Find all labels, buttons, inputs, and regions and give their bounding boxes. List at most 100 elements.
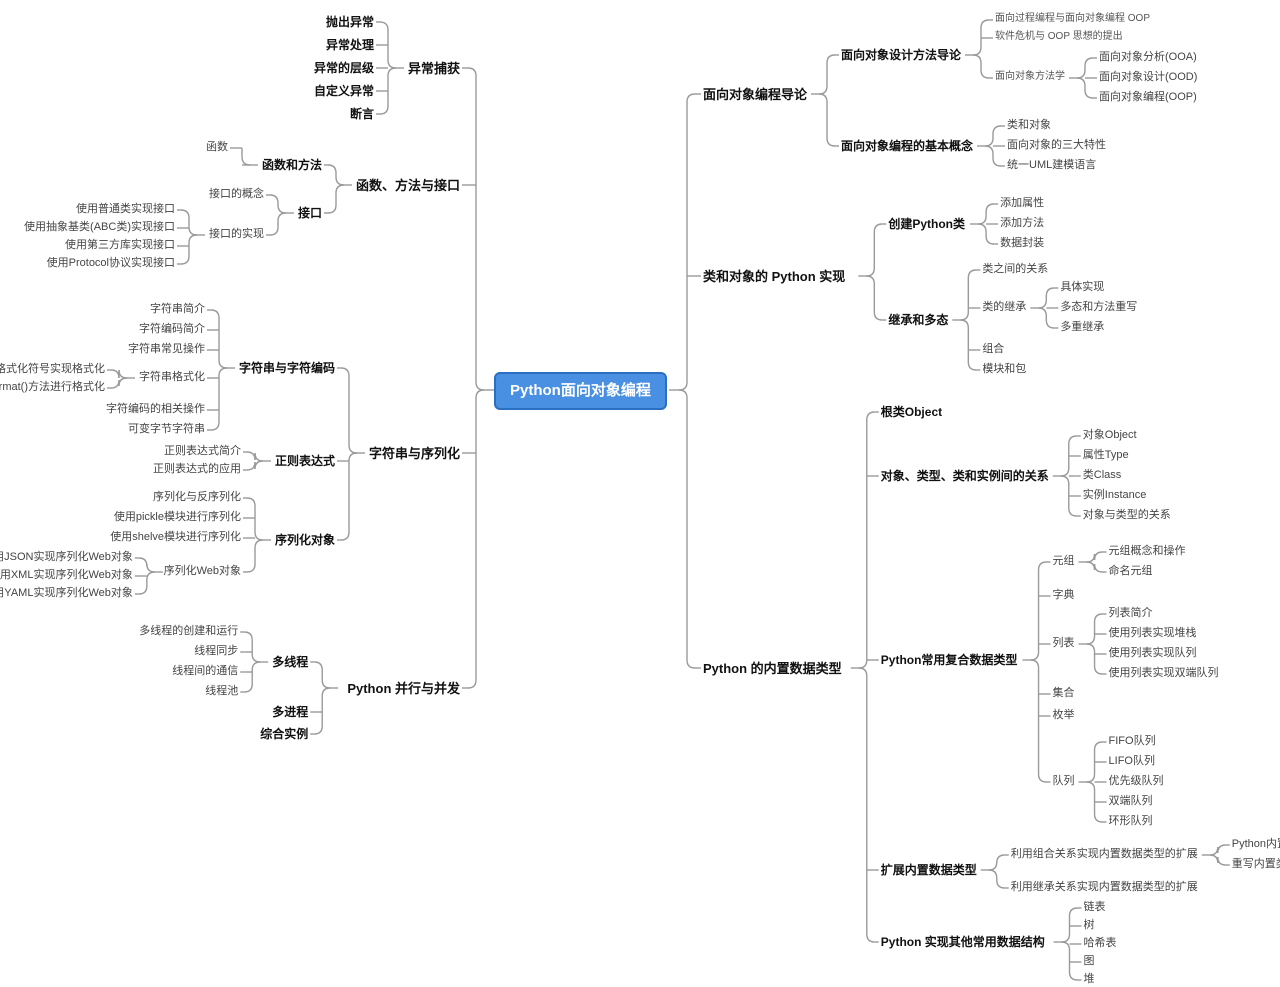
mind-node: 序列化Web对象 <box>164 565 241 578</box>
mind-node: 使用YAML实现序列化Web对象 <box>0 587 133 600</box>
mind-node: 面向对象的三大特性 <box>1007 139 1106 152</box>
mind-node: 函数 <box>206 141 228 154</box>
mind-node: 利用继承关系实现内置数据类型的扩展 <box>1011 881 1198 894</box>
mind-node: 异常处理 <box>326 38 374 52</box>
mind-node: 列表简介 <box>1109 607 1153 620</box>
mind-node: 队列 <box>1053 775 1075 788</box>
mind-node: 接口的概念 <box>209 188 264 201</box>
mind-node: 使用format()方法进行格式化 <box>0 381 105 394</box>
mind-node: 双端队列 <box>1109 795 1153 808</box>
mind-node: 使用抽象基类(ABC类)实现接口 <box>24 221 175 234</box>
mind-node: 类Class <box>1083 469 1122 482</box>
mind-node: 环形队列 <box>1109 815 1153 828</box>
mind-node: 使用列表实现堆栈 <box>1109 627 1197 640</box>
mind-node: 使用pickle模块进行序列化 <box>114 511 241 524</box>
mind-node: Python 并行与并发 <box>347 681 460 697</box>
mind-node: 对象、类型、类和实例间的关系 <box>881 469 1049 483</box>
mind-node: 使用列表实现队列 <box>1109 647 1197 660</box>
mind-node: 字符串简介 <box>150 303 205 316</box>
mind-node: Python 的内置数据类型 <box>703 661 842 677</box>
mind-node: LIFO队列 <box>1109 755 1155 768</box>
mind-node: 元组概念和操作 <box>1109 545 1186 558</box>
mind-node: 面向对象编程导论 <box>703 87 807 103</box>
mind-node: 多态和方法重写 <box>1060 301 1137 314</box>
mind-node: 继承和多态 <box>888 313 948 327</box>
mind-node: 哈希表 <box>1084 937 1117 950</box>
mind-node: 使用Print函数格式化符号实现格式化 <box>0 363 105 376</box>
root-node: Python面向对象编程 <box>494 372 667 410</box>
mind-node: 序列化与反序列化 <box>153 491 241 504</box>
mind-node: 线程间的通信 <box>172 665 238 678</box>
mind-node: 字符串格式化 <box>139 371 205 384</box>
mind-node: 多线程的创建和运行 <box>139 625 238 638</box>
mind-node: 枚举 <box>1053 709 1075 722</box>
mind-node: FIFO队列 <box>1109 735 1156 748</box>
mind-node: 使用shelve模块进行序列化 <box>110 531 241 544</box>
mind-node: 可变字节字符串 <box>128 423 205 436</box>
mind-node: 使用第三方库实现接口 <box>65 239 175 252</box>
mind-node: 线程同步 <box>194 645 238 658</box>
mind-node: 重写内置类型的魔法方法 <box>1232 858 1280 871</box>
mind-node: 链表 <box>1084 901 1106 914</box>
mind-node: 类的继承 <box>982 301 1026 314</box>
mind-node: 集合 <box>1053 687 1075 700</box>
mind-node: 利用组合关系实现内置数据类型的扩展 <box>1011 848 1198 861</box>
mind-node: 面向对象分析(OOA) <box>1099 51 1197 64</box>
mind-node: 命名元组 <box>1109 565 1153 578</box>
mind-node: 使用普通类实现接口 <box>76 203 175 216</box>
mind-node: Python内置函数与魔法方法 <box>1232 838 1280 851</box>
mind-node: 实例Instance <box>1083 489 1147 502</box>
mind-node: Python常用复合数据类型 <box>881 653 1018 667</box>
mind-node: 面向对象编程的基本概念 <box>841 139 973 153</box>
mind-node: 正则表达式 <box>275 454 335 468</box>
mind-node: 添加方法 <box>1000 217 1044 230</box>
mind-node: 类和对象 <box>1007 119 1051 132</box>
mind-node: 类之间的关系 <box>982 263 1048 276</box>
mind-node: 堆 <box>1084 973 1095 986</box>
mind-node: 使用JSON实现序列化Web对象 <box>0 551 133 564</box>
mind-node: 列表 <box>1053 637 1075 650</box>
mind-node: 软件危机与 OOP 思想的提出 <box>995 31 1123 43</box>
mind-node: 使用Protocol协议实现接口 <box>47 257 175 270</box>
mind-node: 抛出异常 <box>326 15 374 29</box>
mind-node: 多线程 <box>272 655 308 669</box>
mind-node: 树 <box>1084 919 1095 932</box>
mind-node: 多重继承 <box>1060 321 1104 334</box>
mind-node: 字符串与序列化 <box>369 446 460 462</box>
mind-node: 属性Type <box>1083 449 1129 462</box>
mind-node: 元组 <box>1053 555 1075 568</box>
mind-node: 面向对象设计方法导论 <box>841 48 961 62</box>
mind-node: 对象Object <box>1083 429 1137 442</box>
mind-node: 图 <box>1084 955 1095 968</box>
mind-node: 添加属性 <box>1000 197 1044 210</box>
mind-node: 面向对象方法学 <box>995 71 1065 83</box>
mind-node: 序列化对象 <box>275 533 335 547</box>
mind-node: 根类Object <box>881 405 942 419</box>
mind-node: 类和对象的 Python 实现 <box>703 269 845 285</box>
mind-node: 字符编码的相关操作 <box>106 403 205 416</box>
mind-node: 函数和方法 <box>262 158 322 172</box>
mind-node: 函数、方法与接口 <box>356 178 460 194</box>
mind-node: 模块和包 <box>982 363 1026 376</box>
mind-node: 字符编码简介 <box>139 323 205 336</box>
mind-node: 接口的实现 <box>209 228 264 241</box>
mind-node: 正则表达式简介 <box>164 445 241 458</box>
mind-node: 字符串常见操作 <box>128 343 205 356</box>
mind-node: 扩展内置数据类型 <box>881 863 977 877</box>
mind-node: 对象与类型的关系 <box>1083 509 1171 522</box>
mind-node: 组合 <box>982 343 1004 356</box>
mind-node: 优先级队列 <box>1109 775 1164 788</box>
mind-node: 具体实现 <box>1060 281 1104 294</box>
mind-node: 面向对象设计(OOD) <box>1099 71 1197 84</box>
mind-node: 字典 <box>1053 589 1075 602</box>
mind-node: Python 实现其他常用数据结构 <box>881 935 1045 949</box>
mind-node: 正则表达式的应用 <box>153 463 241 476</box>
mind-node: 面向过程编程与面向对象编程 OOP <box>995 13 1150 25</box>
mind-node: 断言 <box>350 107 374 121</box>
mind-node: 线程池 <box>205 685 238 698</box>
mind-node: 接口 <box>298 206 322 220</box>
mind-node: 异常捕获 <box>408 61 460 77</box>
mind-node: 数据封装 <box>1000 237 1044 250</box>
mind-node: 使用列表实现双端队列 <box>1109 667 1219 680</box>
mind-node: 字符串与字符编码 <box>239 361 335 375</box>
